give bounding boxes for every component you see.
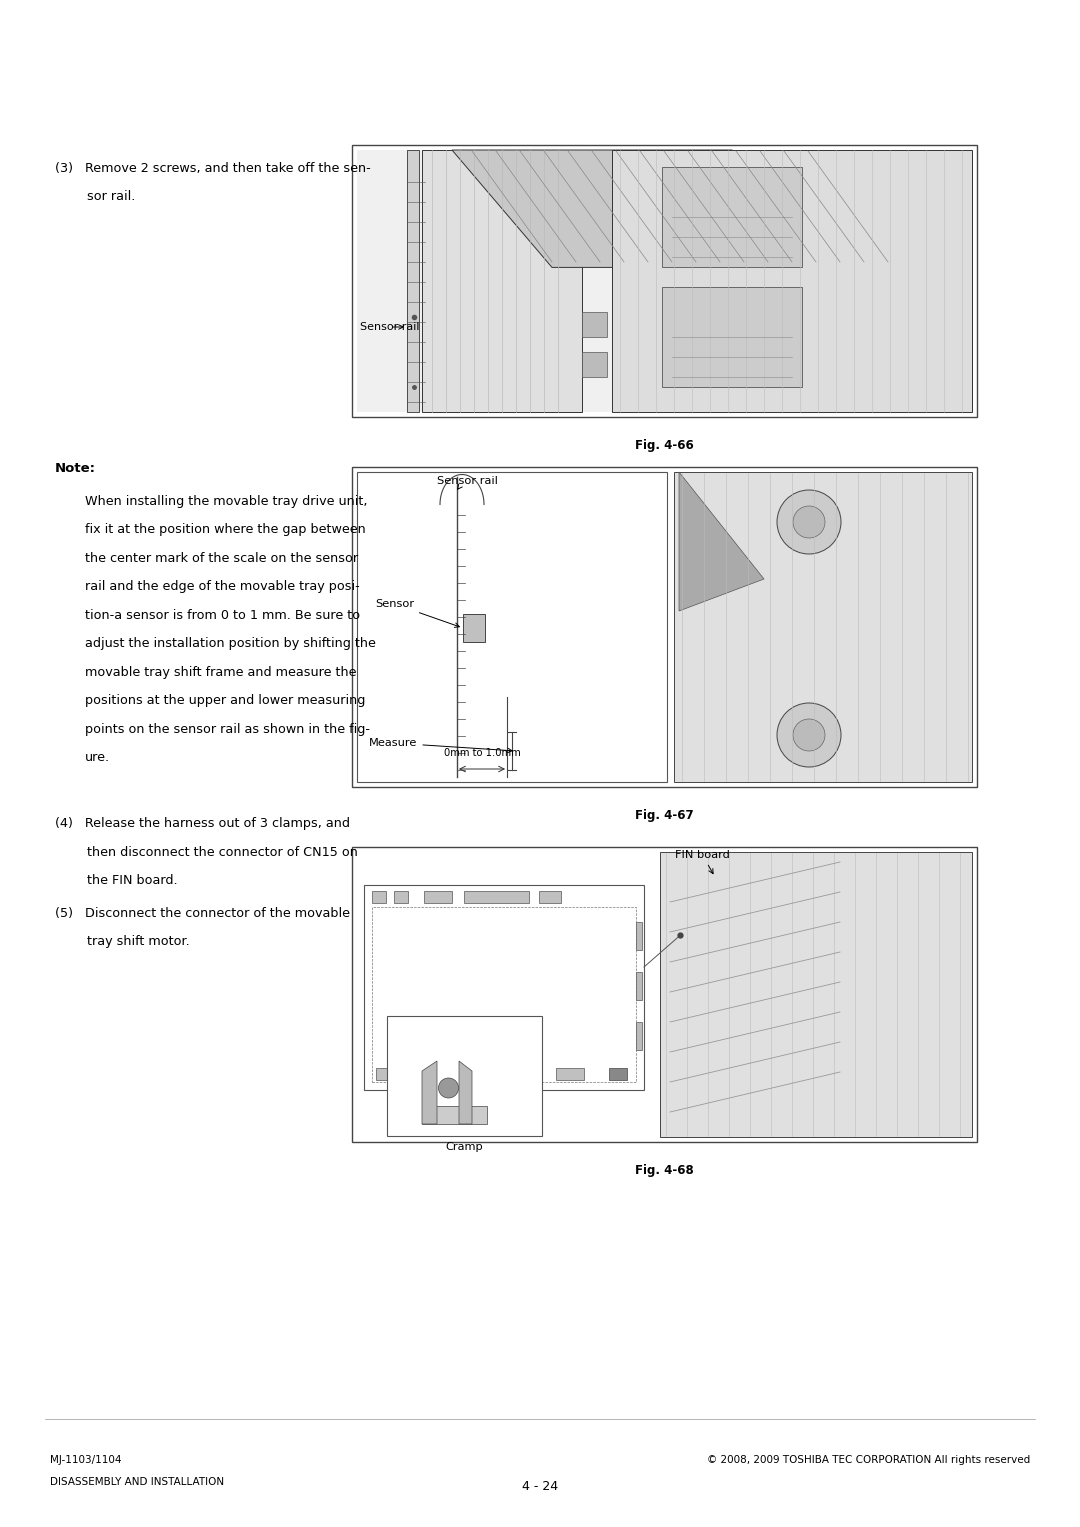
Polygon shape [679,472,764,611]
Text: the center mark of the scale on the sensor: the center mark of the scale on the sens… [85,551,359,565]
Bar [582,312,607,337]
Bar [357,150,972,412]
Text: DISASSEMBLY AND INSTALLATION: DISASSEMBLY AND INSTALLATION [50,1477,225,1487]
Text: Measure: Measure [369,738,512,753]
Text: ure.: ure. [85,751,110,765]
Text: Fig. 4-66: Fig. 4-66 [635,438,693,452]
Bar [387,1015,542,1136]
Text: movable tray shift frame and measure the: movable tray shift frame and measure the [85,666,356,680]
Text: (3)   Remove 2 screws, and then take off the sen-: (3) Remove 2 screws, and then take off t… [55,162,370,176]
Text: 0mm to 1.0mm: 0mm to 1.0mm [444,748,521,757]
Text: points on the sensor rail as shown in the fig-: points on the sensor rail as shown in th… [85,722,370,736]
Bar [660,852,972,1138]
Circle shape [777,702,841,767]
Bar [352,467,977,786]
Bar [636,1022,642,1051]
Bar [352,847,977,1142]
Bar [609,1067,627,1080]
Text: then disconnect the connector of CN15 on: then disconnect the connector of CN15 on [55,846,357,858]
Bar [662,166,802,267]
Text: (5)   Disconnect the connector of the movable: (5) Disconnect the connector of the mova… [55,907,350,919]
Text: When installing the movable tray drive unit,: When installing the movable tray drive u… [85,495,367,508]
Polygon shape [459,1061,472,1124]
Bar [612,150,972,412]
Text: Cramp: Cramp [446,1142,484,1151]
Text: 4 - 24: 4 - 24 [522,1480,558,1493]
Bar [424,890,453,902]
Bar [422,1106,487,1124]
Text: Sensor: Sensor [375,599,459,628]
Text: adjust the installation position by shifting the: adjust the installation position by shif… [85,637,376,651]
Text: FIN board: FIN board [675,851,730,873]
Bar [539,890,561,902]
Bar [463,614,485,641]
Text: fix it at the position where the gap between: fix it at the position where the gap bet… [85,524,366,536]
Bar [422,150,582,412]
Bar [511,1067,539,1080]
Bar [364,886,644,1090]
Bar [372,890,386,902]
Bar [662,287,802,386]
Bar [394,890,408,902]
Polygon shape [422,1061,437,1124]
Text: tion-a sensor is from 0 to 1 mm. Be sure to: tion-a sensor is from 0 to 1 mm. Be sure… [85,609,360,621]
Circle shape [438,1078,459,1098]
Text: tray shift motor.: tray shift motor. [55,936,190,948]
Bar [582,353,607,377]
Text: Sensor rail: Sensor rail [437,476,498,489]
Polygon shape [453,150,832,267]
Bar [357,472,667,782]
Bar [376,1067,404,1080]
Bar [556,1067,584,1080]
Text: Fig. 4-68: Fig. 4-68 [635,1164,693,1177]
Circle shape [793,719,825,751]
Bar [674,472,972,782]
Text: (4)   Release the harness out of 3 clamps, and: (4) Release the harness out of 3 clamps,… [55,817,350,831]
Bar [372,907,636,1083]
Bar [465,1067,494,1080]
Bar [464,890,529,902]
Circle shape [793,505,825,538]
Text: rail and the edge of the movable tray posi-: rail and the edge of the movable tray po… [85,580,360,594]
Text: Sensor rail: Sensor rail [360,322,419,331]
Bar [407,150,419,412]
Text: the FIN board.: the FIN board. [55,873,177,887]
Bar [636,922,642,950]
Text: Fig. 4-67: Fig. 4-67 [635,809,693,822]
Bar [352,145,977,417]
Text: MJ-1103/1104: MJ-1103/1104 [50,1455,121,1464]
Circle shape [777,490,841,554]
Text: Note:: Note: [55,463,96,475]
Bar [421,1067,449,1080]
Bar [636,973,642,1000]
Text: © 2008, 2009 TOSHIBA TEC CORPORATION All rights reserved: © 2008, 2009 TOSHIBA TEC CORPORATION All… [706,1455,1030,1464]
Text: positions at the upper and lower measuring: positions at the upper and lower measuri… [85,695,365,707]
Text: sor rail.: sor rail. [55,191,135,203]
